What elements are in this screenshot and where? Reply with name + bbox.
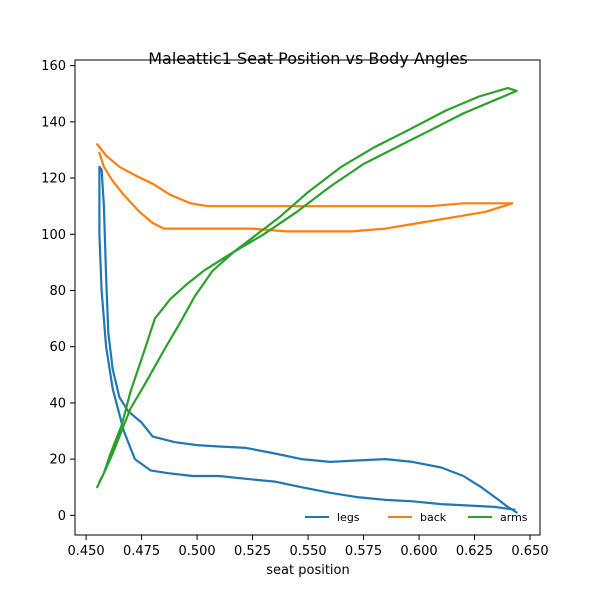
x-axis-label: seat position [266,563,349,578]
y-tick-label: 100 [41,228,66,243]
series-line-back [96,143,514,233]
y-tick-label: 140 [41,115,66,130]
x-tick-label: 0.650 [511,544,548,559]
y-tick-label: 40 [49,396,66,411]
series-layer [96,86,518,514]
y-tick-label: 80 [49,284,66,299]
legend-label-back: back [420,511,447,524]
legend-label-arms: arms [500,511,528,524]
y-tick-label: 0 [58,509,66,524]
plot-frame [74,59,541,536]
series-line-legs [98,165,518,514]
y-axis-ticks: 0 20 40 60 80 100 120 140 160 [41,59,75,524]
x-axis-ticks: 0.450 0.475 0.500 0.525 0.550 0.575 0.600 0.625… [67,535,549,559]
x-tick-label: 0.475 [123,544,160,559]
x-tick-label: 0.450 [67,544,104,559]
x-tick-label: 0.625 [456,544,493,559]
series-line-arms [96,86,518,489]
x-tick-label: 0.600 [400,544,437,559]
x-tick-label: 0.500 [178,544,215,559]
x-tick-label: 0.525 [234,544,271,559]
legend-label-legs: legs [337,511,360,524]
chart-title: Maleattic1 Seat Position vs Body Angles [148,49,468,68]
y-tick-label: 120 [41,172,66,187]
y-tick-label: 60 [49,340,66,355]
y-tick-label: 20 [49,453,66,468]
y-tick-label: 160 [41,59,66,74]
legend: legs back arms [305,511,528,524]
x-tick-label: 0.575 [345,544,382,559]
x-tick-label: 0.550 [289,544,326,559]
